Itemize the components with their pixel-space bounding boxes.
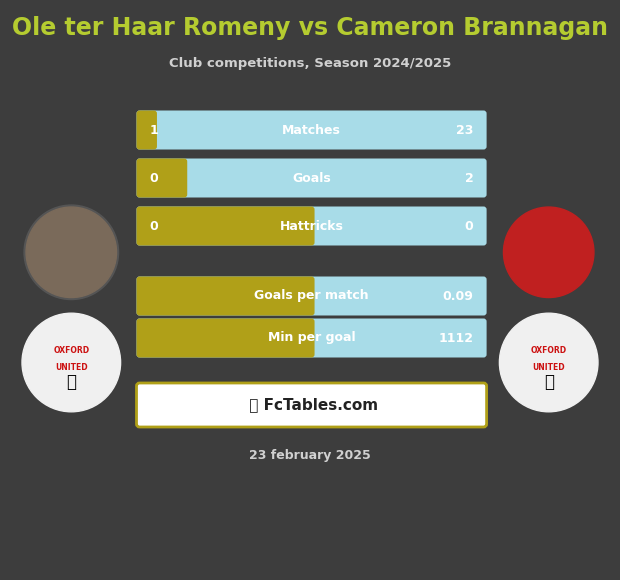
Circle shape (24, 205, 118, 299)
Text: UNITED: UNITED (533, 363, 565, 372)
Text: 1: 1 (149, 124, 158, 136)
Text: OXFORD: OXFORD (53, 346, 89, 355)
FancyBboxPatch shape (136, 318, 314, 357)
FancyBboxPatch shape (136, 277, 314, 316)
Text: OXFORD: OXFORD (531, 346, 567, 355)
Text: 23 february 2025: 23 february 2025 (249, 448, 371, 462)
Text: Goals per match: Goals per match (254, 289, 369, 303)
Text: Goals: Goals (292, 172, 331, 184)
FancyBboxPatch shape (136, 158, 487, 198)
FancyBboxPatch shape (136, 318, 487, 357)
FancyBboxPatch shape (136, 111, 157, 150)
Text: 0: 0 (149, 172, 158, 184)
Text: UNITED: UNITED (55, 363, 87, 372)
Circle shape (499, 313, 598, 412)
FancyBboxPatch shape (136, 111, 487, 150)
Text: 0: 0 (149, 219, 158, 233)
Text: 0.09: 0.09 (443, 289, 474, 303)
Text: Ole ter Haar Romeny vs Cameron Brannagan: Ole ter Haar Romeny vs Cameron Brannagan (12, 16, 608, 40)
Text: 📊 FcTables.com: 📊 FcTables.com (244, 397, 379, 412)
Text: 1112: 1112 (438, 332, 474, 345)
Text: Hattricks: Hattricks (280, 219, 343, 233)
Circle shape (503, 207, 594, 298)
Circle shape (26, 207, 117, 298)
Text: Matches: Matches (282, 124, 341, 136)
Text: 🐂: 🐂 (544, 373, 554, 392)
Text: 2: 2 (465, 172, 474, 184)
FancyBboxPatch shape (136, 158, 187, 198)
Text: 🐂: 🐂 (66, 373, 76, 392)
FancyBboxPatch shape (136, 206, 314, 245)
FancyBboxPatch shape (136, 383, 487, 427)
Text: Club competitions, Season 2024/2025: Club competitions, Season 2024/2025 (169, 56, 451, 70)
Text: Min per goal: Min per goal (268, 332, 355, 345)
Text: 0: 0 (465, 219, 474, 233)
FancyBboxPatch shape (136, 206, 487, 245)
FancyBboxPatch shape (136, 277, 487, 316)
Text: 23: 23 (456, 124, 474, 136)
Circle shape (22, 313, 121, 412)
